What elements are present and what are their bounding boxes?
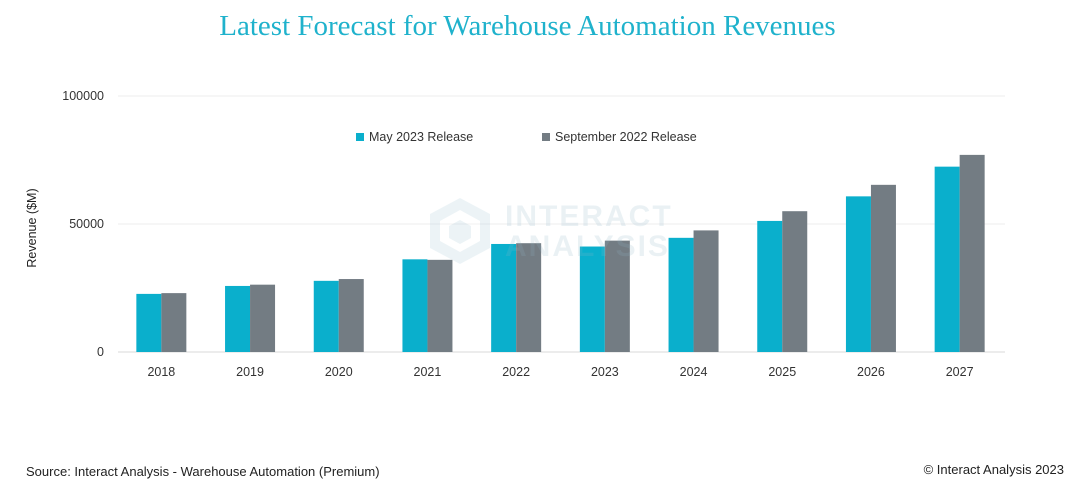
legend-swatch-may-2023 <box>356 133 364 141</box>
x-tick-label: 2021 <box>414 365 442 379</box>
bar-sep-2022 <box>516 243 542 352</box>
bar-may-2023 <box>313 280 339 352</box>
y-axis-label: Revenue ($M) <box>25 188 39 267</box>
legend-item-sep-2022: September 2022 Release <box>542 130 697 144</box>
x-tick-label: 2018 <box>147 365 175 379</box>
bar-may-2023 <box>579 246 605 352</box>
bar-may-2023 <box>757 220 783 352</box>
copyright-note: © Interact Analysis 2023 <box>923 462 1064 477</box>
bar-may-2023 <box>402 259 428 352</box>
bar-may-2023 <box>668 237 694 352</box>
x-tick-label: 2020 <box>325 365 353 379</box>
bar-sep-2022 <box>870 184 896 352</box>
legend-swatch-sep-2022 <box>542 133 550 141</box>
bar-sep-2022 <box>427 259 453 352</box>
x-tick-label: 2024 <box>680 365 708 379</box>
x-tick-label: 2027 <box>946 365 974 379</box>
x-tick-label: 2025 <box>768 365 796 379</box>
x-tick-label: 2026 <box>857 365 885 379</box>
bar-may-2023 <box>225 285 251 352</box>
x-tick-label: 2023 <box>591 365 619 379</box>
bar-may-2023 <box>845 196 871 352</box>
bar-sep-2022 <box>161 293 187 352</box>
bar-may-2023 <box>136 293 162 352</box>
y-tick-label: 50000 <box>69 217 104 231</box>
chart-title: Latest Forecast for Warehouse Automation… <box>219 10 836 42</box>
bar-sep-2022 <box>959 154 985 352</box>
bar-may-2023 <box>934 166 960 352</box>
bar-sep-2022 <box>782 211 808 352</box>
bar-sep-2022 <box>250 284 276 352</box>
legend-label-may-2023: May 2023 Release <box>369 130 474 144</box>
x-tick-label: 2022 <box>502 365 530 379</box>
y-tick-label: 100000 <box>62 89 104 103</box>
x-tick-label: 2019 <box>236 365 264 379</box>
bar-sep-2022 <box>693 230 719 352</box>
y-tick-label: 0 <box>97 345 104 359</box>
source-note: Source: Interact Analysis - Warehouse Au… <box>26 464 380 479</box>
legend-item-may-2023: May 2023 Release <box>356 130 473 144</box>
bar-sep-2022 <box>338 279 364 352</box>
bar-sep-2022 <box>604 240 630 352</box>
bar-may-2023 <box>491 243 517 352</box>
legend-label-sep-2022: September 2022 Release <box>555 130 697 144</box>
